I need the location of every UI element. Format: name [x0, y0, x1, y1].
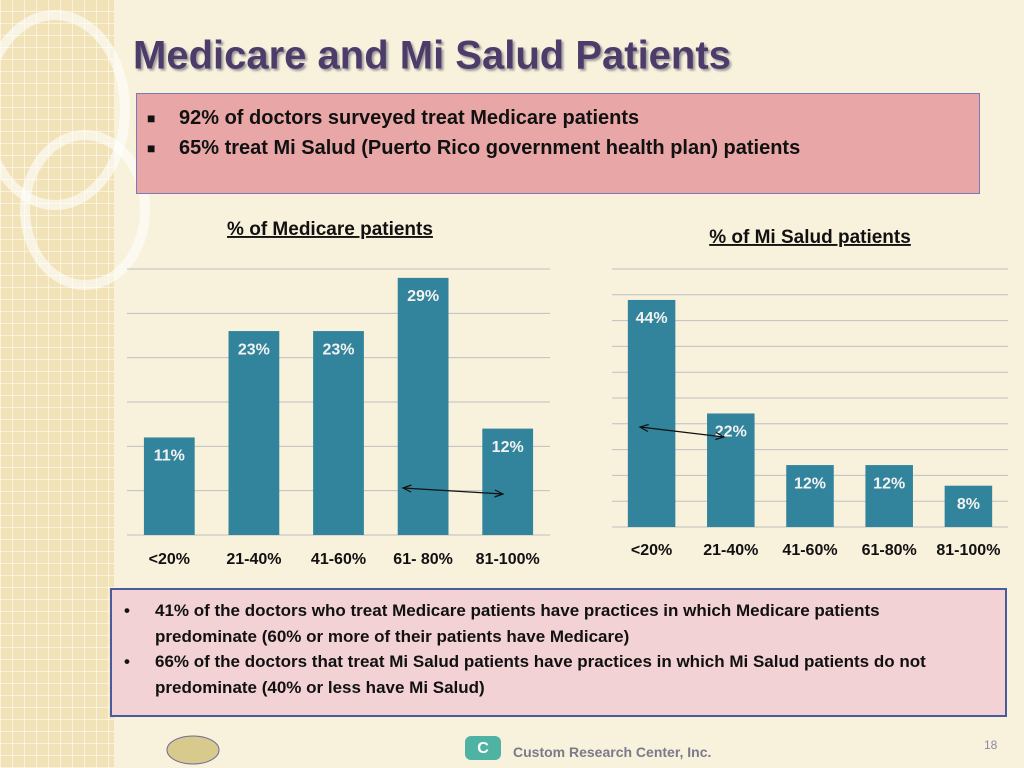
- chart-title: % of Medicare patients: [227, 219, 433, 240]
- svg-text:C: C: [477, 740, 489, 757]
- value-label: 12%: [873, 475, 905, 492]
- summary-item: ■ 65% treat Mi Salud (Puerto Rico governm…: [147, 137, 801, 159]
- arrow-head: [715, 432, 726, 441]
- summary-box: ■ 92% of doctors surveyed treat Medicare …: [136, 93, 980, 194]
- value-label: 12%: [492, 439, 524, 456]
- value-label: 12%: [794, 475, 826, 492]
- slide-title: Medicare and Mi Salud Patients: [133, 34, 731, 78]
- arrow-head: [494, 489, 505, 498]
- decor-ring: [20, 130, 150, 290]
- x-tick-label: 81-100%: [476, 551, 540, 568]
- x-tick-label: 21-40%: [226, 551, 281, 568]
- bar: [707, 413, 755, 527]
- value-label: 29%: [407, 288, 439, 305]
- value-label: 8%: [957, 496, 980, 513]
- value-label: 23%: [238, 341, 270, 358]
- bar: [865, 465, 913, 527]
- value-label: 44%: [636, 310, 668, 327]
- note-text: 66% of the doctors that treat Mi Salud p…: [155, 652, 926, 697]
- chart-title: % of Mi Salud patients: [709, 227, 911, 248]
- logo-left: [166, 735, 220, 765]
- page-number: 18: [984, 738, 998, 752]
- x-tick-label: <20%: [149, 551, 190, 568]
- bar: [786, 465, 834, 527]
- arrow-head: [638, 423, 649, 432]
- x-tick-label: 61-80%: [862, 542, 917, 559]
- annotation-arrow: [402, 487, 504, 495]
- summary-text: 92% of doctors surveyed treat Medicare p…: [179, 107, 640, 129]
- note-item: • 41% of the doctors who treat Medicare p…: [124, 601, 880, 646]
- value-label: 23%: [322, 341, 354, 358]
- x-tick-label: 21-40%: [703, 542, 758, 559]
- x-tick-label: <20%: [631, 542, 672, 559]
- arrow-head: [401, 484, 412, 493]
- x-tick-label: 41-60%: [782, 542, 837, 559]
- bar: [482, 428, 534, 535]
- x-tick-label: 41-60%: [311, 551, 366, 568]
- bar: [944, 485, 993, 527]
- annotation-arrow: [639, 426, 725, 438]
- bar: [228, 331, 280, 535]
- bar: [627, 299, 676, 527]
- bar: [143, 437, 195, 535]
- value-label: 11%: [154, 448, 185, 465]
- summary-item: ■ 92% of doctors surveyed treat Medicare …: [147, 107, 640, 129]
- footer-company: Custom Research Center, Inc.: [513, 744, 712, 760]
- note-text: 41% of the doctors who treat Medicare pa…: [155, 601, 880, 646]
- bar: [397, 277, 449, 535]
- notes-box: • 41% of the doctors who treat Medicare p…: [110, 588, 1007, 717]
- logo-crc: C: [465, 736, 501, 760]
- note-item: • 66% of the doctors that treat Mi Salud …: [124, 652, 926, 697]
- x-tick-label: 61- 80%: [393, 551, 453, 568]
- bar: [313, 331, 364, 535]
- summary-text: 65% treat Mi Salud (Puerto Rico governme…: [179, 137, 801, 159]
- x-tick-label: 81-100%: [936, 542, 1000, 559]
